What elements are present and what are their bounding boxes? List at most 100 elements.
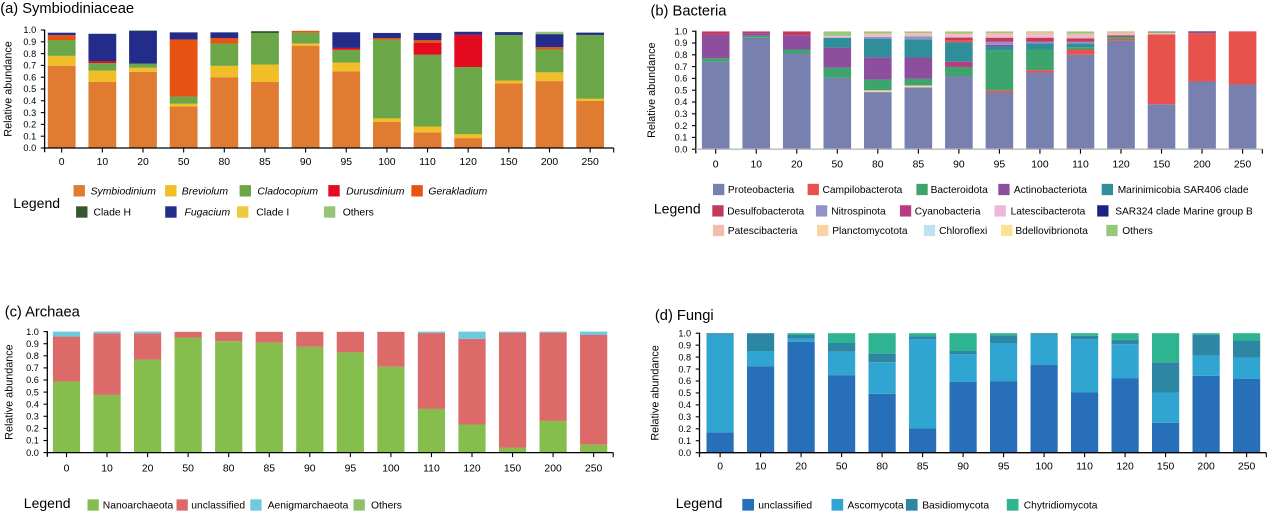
- svg-text:150: 150: [1153, 160, 1171, 171]
- svg-text:Marinimicobia SAR406 clade: Marinimicobia SAR406 clade: [1118, 185, 1249, 196]
- svg-text:0.5: 0.5: [23, 84, 36, 94]
- svg-text:0.7: 0.7: [678, 364, 691, 374]
- svg-text:Bdellovibrionota: Bdellovibrionota: [1015, 226, 1088, 237]
- svg-text:110: 110: [1072, 160, 1089, 171]
- svg-text:0.8: 0.8: [678, 352, 691, 362]
- svg-text:50: 50: [836, 461, 848, 472]
- svg-text:95: 95: [345, 463, 357, 474]
- svg-text:50: 50: [178, 157, 190, 168]
- svg-text:0.0: 0.0: [678, 448, 691, 458]
- svg-text:Legend: Legend: [24, 495, 71, 511]
- svg-text:Durusdinium: Durusdinium: [346, 187, 405, 198]
- svg-text:0.1: 0.1: [678, 436, 691, 446]
- svg-text:20: 20: [142, 463, 154, 474]
- svg-text:120: 120: [463, 463, 481, 474]
- svg-text:0.7: 0.7: [675, 62, 688, 72]
- svg-text:80: 80: [219, 157, 231, 168]
- svg-text:120: 120: [1116, 461, 1134, 472]
- svg-text:Chloroflexi: Chloroflexi: [939, 226, 987, 237]
- svg-text:1.0: 1.0: [23, 25, 36, 35]
- svg-text:110: 110: [419, 157, 436, 168]
- svg-text:80: 80: [872, 160, 884, 171]
- svg-text:0.3: 0.3: [23, 108, 36, 118]
- svg-text:1.0: 1.0: [675, 26, 688, 36]
- svg-text:Legend: Legend: [654, 201, 701, 217]
- svg-text:Patescibacteria: Patescibacteria: [728, 226, 798, 237]
- svg-text:Cyanobacteria: Cyanobacteria: [915, 207, 981, 218]
- svg-text:10: 10: [97, 157, 109, 168]
- svg-text:10: 10: [750, 160, 762, 171]
- svg-text:0.4: 0.4: [23, 96, 36, 106]
- svg-text:(b) Bacteria: (b) Bacteria: [651, 3, 728, 19]
- svg-text:0.8: 0.8: [23, 49, 36, 59]
- svg-text:250: 250: [1234, 160, 1252, 171]
- svg-text:150: 150: [500, 157, 518, 168]
- svg-text:250: 250: [581, 157, 599, 168]
- svg-text:(d) Fungi: (d) Fungi: [655, 308, 714, 324]
- svg-text:0.4: 0.4: [678, 400, 691, 410]
- svg-text:Legend: Legend: [676, 495, 723, 511]
- svg-text:Breviolum: Breviolum: [182, 187, 229, 198]
- svg-text:0.1: 0.1: [675, 133, 688, 143]
- svg-text:0.4: 0.4: [675, 97, 688, 107]
- svg-text:Clade I: Clade I: [256, 208, 289, 219]
- svg-text:unclassified: unclassified: [191, 501, 245, 512]
- svg-text:Relative abundance: Relative abundance: [3, 344, 15, 439]
- svg-text:SAR324 clade Marine group B: SAR324 clade Marine group B: [1115, 207, 1253, 218]
- svg-text:200: 200: [1197, 461, 1215, 472]
- svg-text:(a) Symbiodiniaceae: (a) Symbiodiniaceae: [0, 1, 134, 17]
- svg-text:250: 250: [585, 463, 603, 474]
- svg-text:0.0: 0.0: [675, 144, 688, 154]
- svg-text:20: 20: [791, 160, 803, 171]
- svg-text:0.7: 0.7: [23, 61, 36, 71]
- svg-text:0.5: 0.5: [678, 388, 691, 398]
- svg-text:200: 200: [541, 157, 559, 168]
- svg-text:85: 85: [913, 160, 925, 171]
- svg-text:0.8: 0.8: [675, 50, 688, 60]
- svg-text:10: 10: [101, 463, 113, 474]
- svg-text:250: 250: [1238, 461, 1256, 472]
- svg-text:0: 0: [713, 160, 719, 171]
- svg-text:20: 20: [795, 461, 807, 472]
- svg-text:Ascomycota: Ascomycota: [848, 501, 904, 512]
- svg-text:Fugacium: Fugacium: [185, 208, 231, 219]
- svg-text:1.0: 1.0: [26, 327, 39, 337]
- svg-text:0.4: 0.4: [26, 399, 39, 409]
- svg-text:95: 95: [998, 461, 1010, 472]
- svg-text:0.6: 0.6: [675, 74, 688, 84]
- svg-text:Gerakladium: Gerakladium: [428, 187, 487, 198]
- svg-text:Campilobacterota: Campilobacterota: [823, 185, 903, 196]
- svg-text:(c) Archaea: (c) Archaea: [5, 305, 81, 321]
- svg-text:0.0: 0.0: [26, 448, 39, 458]
- svg-text:0.2: 0.2: [26, 424, 39, 434]
- svg-text:80: 80: [876, 461, 888, 472]
- svg-text:90: 90: [304, 463, 316, 474]
- svg-text:95: 95: [340, 157, 352, 168]
- svg-text:90: 90: [953, 160, 965, 171]
- svg-text:0.9: 0.9: [23, 37, 36, 47]
- svg-text:Others: Others: [1122, 226, 1153, 237]
- svg-text:0.5: 0.5: [675, 85, 688, 95]
- svg-text:Symbiodinium: Symbiodinium: [91, 187, 157, 198]
- svg-text:Bacteroidota: Bacteroidota: [931, 185, 989, 196]
- svg-text:80: 80: [223, 463, 235, 474]
- svg-text:20: 20: [137, 157, 149, 168]
- svg-text:0.7: 0.7: [26, 363, 39, 373]
- svg-text:1.0: 1.0: [678, 328, 691, 338]
- svg-text:0.3: 0.3: [678, 412, 691, 422]
- svg-text:Others: Others: [371, 501, 402, 512]
- svg-text:Basidiomycota: Basidiomycota: [922, 501, 989, 512]
- svg-text:50: 50: [832, 160, 844, 171]
- svg-text:85: 85: [263, 463, 275, 474]
- svg-text:120: 120: [1112, 160, 1130, 171]
- svg-text:150: 150: [504, 463, 522, 474]
- svg-text:0.1: 0.1: [26, 436, 39, 446]
- svg-text:50: 50: [182, 463, 194, 474]
- svg-text:0: 0: [59, 157, 65, 168]
- svg-text:Cladocopium: Cladocopium: [257, 187, 318, 198]
- svg-text:100: 100: [378, 157, 396, 168]
- svg-text:0.9: 0.9: [26, 339, 39, 349]
- svg-text:200: 200: [544, 463, 562, 474]
- svg-text:150: 150: [1157, 461, 1175, 472]
- svg-text:Legend: Legend: [13, 195, 60, 211]
